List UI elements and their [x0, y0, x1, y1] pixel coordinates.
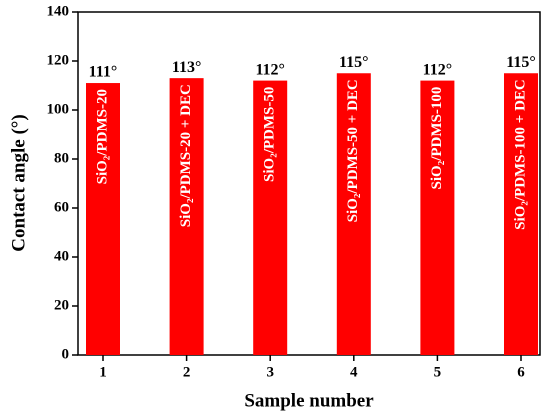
x-tick-label: 4 [350, 364, 358, 380]
value-label: 112° [255, 61, 285, 78]
bar [86, 83, 120, 356]
value-label: 112° [423, 61, 453, 78]
value-label: 115° [339, 54, 369, 71]
y-tick-label: 40 [54, 248, 69, 264]
x-tick-label: 2 [183, 364, 191, 380]
value-label: 111° [89, 64, 118, 81]
bar [504, 73, 538, 355]
y-tick-label: 0 [62, 346, 70, 362]
value-label: 113° [172, 59, 202, 76]
bar-label: SiO₂/PDMS-50 [262, 87, 278, 182]
y-tick-label: 60 [54, 199, 69, 215]
y-tick-label: 80 [54, 150, 69, 166]
value-label: 115° [506, 54, 536, 71]
bar-label: SiO₂/PDMS-50 + DEC [345, 79, 361, 222]
y-tick-label: 100 [47, 101, 70, 117]
bar-label: SiO₂/PDMS-20 [94, 89, 110, 184]
bar [336, 73, 371, 355]
y-axis-title: Contact angle (°) [8, 114, 29, 251]
y-tick-label: 140 [47, 3, 70, 19]
plot-frame [77, 11, 541, 356]
bar-label: SiO₂/PDMS-100 [429, 87, 445, 190]
bar [420, 80, 455, 355]
x-axis-title: Sample number [244, 390, 374, 411]
y-tick-label: 120 [47, 52, 70, 68]
bar-label: SiO₂/PDMS-100 + DEC [512, 79, 528, 230]
x-tick-label: 1 [99, 364, 107, 380]
y-tick-label: 20 [54, 297, 69, 313]
x-tick-label: 6 [517, 364, 525, 380]
bar [169, 78, 204, 356]
x-tick-label: 3 [266, 364, 274, 380]
bar [253, 80, 288, 355]
x-tick-label: 5 [434, 364, 442, 380]
bar-label: SiO₂/PDMS-20 + DEC [178, 84, 194, 227]
